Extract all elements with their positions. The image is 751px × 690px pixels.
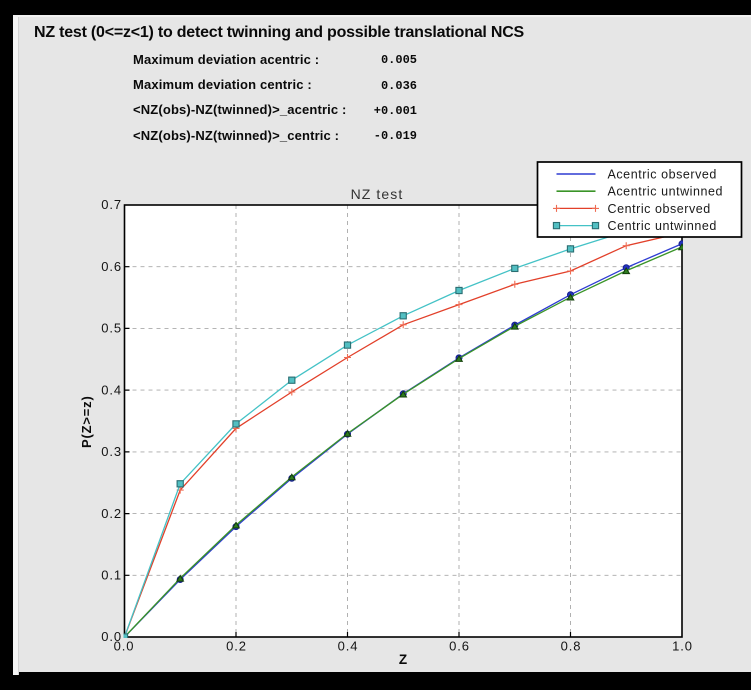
svg-text:0.4: 0.4: [101, 382, 122, 397]
svg-text:P(Z>=z): P(Z>=z): [79, 395, 94, 448]
svg-text:1.0: 1.0: [672, 639, 693, 654]
svg-text:0.2: 0.2: [101, 506, 122, 521]
svg-text:0.6: 0.6: [101, 259, 122, 274]
svg-text:Acentric untwinned: Acentric untwinned: [608, 185, 724, 199]
svg-text:Centric observed: Centric observed: [608, 202, 711, 216]
svg-text:Centric untwinned: Centric untwinned: [608, 219, 717, 233]
svg-text:Z: Z: [399, 652, 407, 667]
svg-text:0.2: 0.2: [226, 639, 247, 654]
svg-text:0.0: 0.0: [114, 639, 135, 654]
svg-text:0.6: 0.6: [449, 639, 470, 654]
svg-text:0.1: 0.1: [101, 568, 122, 583]
svg-text:NZ test: NZ test: [351, 186, 404, 202]
svg-text:0.3: 0.3: [101, 444, 122, 459]
svg-text:0.7: 0.7: [101, 197, 122, 212]
svg-text:0.8: 0.8: [561, 639, 582, 654]
svg-text:0.5: 0.5: [101, 321, 122, 336]
svg-text:Acentric observed: Acentric observed: [608, 168, 717, 182]
svg-text:0.4: 0.4: [338, 639, 359, 654]
svg-text:0.0: 0.0: [101, 629, 122, 644]
